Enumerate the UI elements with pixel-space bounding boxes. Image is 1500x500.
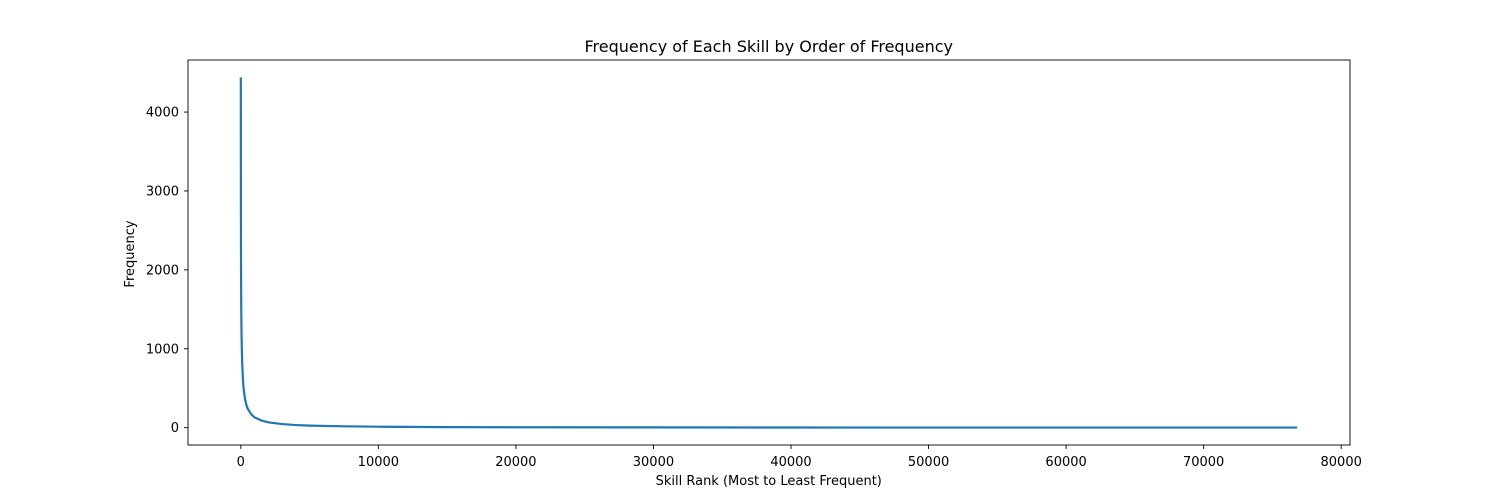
y-tick-label: 4000 — [146, 106, 179, 121]
y-axis: 0 1000 2000 3000 4000 — [146, 106, 188, 436]
plot-area — [187, 59, 1351, 446]
x-tick-label: 30000 — [633, 455, 674, 470]
y-tick-label: 3000 — [146, 184, 179, 199]
x-tick-label: 70000 — [1183, 455, 1224, 470]
series-line-0 — [239, 77, 1298, 429]
x-tick-label: 80000 — [1321, 455, 1362, 470]
x-tick-label: 60000 — [1045, 455, 1086, 470]
y-tick-label: 0 — [171, 421, 179, 436]
x-tick-label: 0 — [237, 455, 245, 470]
y-tick-label: 1000 — [146, 342, 179, 357]
chart-title: Frequency of Each Skill by Order of Freq… — [585, 37, 953, 56]
y-axis-label: Frequency — [123, 220, 138, 287]
x-tick-label: 40000 — [770, 455, 811, 470]
x-tick-label: 20000 — [495, 455, 536, 470]
plot-frame — [187, 59, 1351, 446]
y-tick-label: 2000 — [146, 263, 179, 278]
x-tick-label: 50000 — [908, 455, 949, 470]
x-axis-label: Skill Rank (Most to Least Frequent) — [656, 474, 882, 489]
x-tick-label: 10000 — [358, 455, 399, 470]
x-axis: 0 10000 20000 30000 40000 50000 60000 70000 8000… — [237, 445, 1362, 470]
